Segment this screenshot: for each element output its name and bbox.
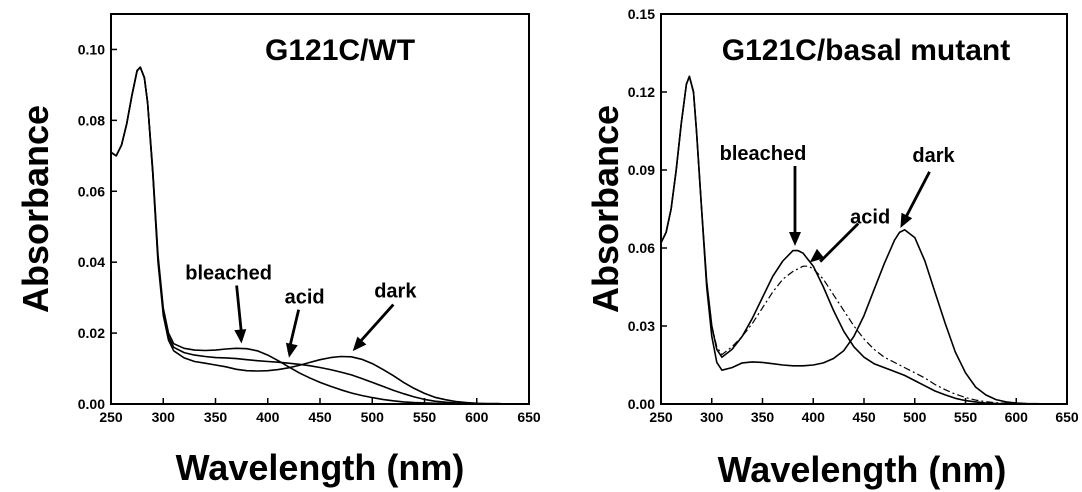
annotation-label-acid: acid — [285, 287, 325, 309]
annotation-layer: bleached acid dark — [185, 263, 417, 358]
x-tick-label: 450 — [308, 409, 332, 425]
annotation-layer: bleached acid dark — [720, 143, 956, 263]
series-acid — [110, 66, 529, 405]
x-tick-label: 300 — [700, 409, 724, 425]
y-tick-label: 0.06 — [78, 183, 105, 199]
x-axis: 250 300 350 400 450 500 550 600 650 — [99, 398, 541, 425]
annotation-label-bleached: bleached — [720, 143, 807, 165]
annotation-arrowhead-dark — [352, 336, 367, 352]
y-axis: 0.00 0.02 0.04 0.06 0.08 0.10 — [78, 41, 117, 412]
x-tick-label: 550 — [413, 409, 437, 425]
x-tick-label: 400 — [802, 409, 826, 425]
x-tick-label: 300 — [152, 409, 176, 425]
panel-g121c-wt: 250 300 350 400 450 500 550 600 650 0.00 0.02 0.04… — [15, 13, 541, 488]
y-tick-label: 0.00 — [78, 396, 105, 412]
y-axis-label: Absorbance — [15, 105, 56, 313]
x-tick-label: 250 — [99, 409, 123, 425]
annotation-arrowhead-dark — [900, 212, 913, 228]
series-bleached — [110, 66, 529, 405]
x-tick-label: 400 — [256, 409, 280, 425]
annotation-arrowhead-bleached — [789, 232, 801, 246]
series-acid — [660, 75, 1067, 405]
x-tick-label: 500 — [361, 409, 385, 425]
series-layer — [110, 66, 529, 405]
x-tick-label: 650 — [1055, 409, 1079, 425]
chart-title: G121C/WT — [265, 34, 415, 67]
series-dark — [110, 66, 529, 405]
x-tick-label: 450 — [852, 409, 876, 425]
y-tick-label: 0.04 — [78, 254, 105, 270]
y-tick-label: 0.09 — [628, 162, 655, 178]
y-axis: 0.00 0.03 0.06 0.09 0.12 0.15 — [628, 6, 667, 412]
x-tick-label: 250 — [649, 409, 673, 425]
annotation-label-dark: dark — [374, 281, 417, 303]
annotation-label-bleached: bleached — [185, 263, 272, 285]
annotation-arrow-acid — [819, 222, 860, 263]
y-axis-label: Absorbance — [585, 105, 626, 313]
series-bleached — [660, 75, 1067, 405]
x-axis: 250 300 350 400 450 500 550 600 650 — [649, 398, 1079, 425]
y-tick-label: 0.15 — [628, 6, 655, 22]
x-axis-label: Wavelength (nm) — [718, 449, 1007, 490]
annotation-arrowhead-acid — [809, 248, 825, 263]
annotation-arrowhead-acid — [285, 342, 298, 358]
y-tick-label: 0.06 — [628, 240, 655, 256]
y-tick-label: 0.00 — [628, 396, 655, 412]
annotation-arrow-dark — [903, 171, 931, 221]
x-tick-label: 350 — [751, 409, 775, 425]
series-layer — [660, 75, 1067, 405]
chart-title: G121C/basal mutant — [722, 34, 1010, 67]
annotation-label-acid: acid — [850, 207, 890, 229]
annotation-arrow-bleached — [235, 285, 244, 336]
y-tick-label: 0.03 — [628, 318, 655, 334]
panel-g121c-basal-mutant: 250 300 350 400 450 500 550 600 650 0.00 0.03 0.06… — [585, 6, 1079, 490]
x-tick-label: 550 — [954, 409, 978, 425]
annotation-label-dark: dark — [912, 145, 955, 167]
y-tick-label: 0.02 — [78, 325, 105, 341]
x-tick-label: 600 — [465, 409, 489, 425]
x-tick-label: 350 — [204, 409, 228, 425]
x-axis-label: Wavelength (nm) — [176, 447, 465, 488]
y-tick-label: 0.12 — [628, 84, 655, 100]
annotation-arrow-dark — [358, 303, 395, 344]
annotation-arrowhead-bleached — [234, 329, 247, 344]
y-tick-label: 0.08 — [78, 112, 105, 128]
x-tick-label: 650 — [517, 409, 541, 425]
x-tick-label: 500 — [903, 409, 927, 425]
y-tick-label: 0.10 — [78, 41, 105, 57]
x-tick-label: 600 — [1005, 409, 1029, 425]
